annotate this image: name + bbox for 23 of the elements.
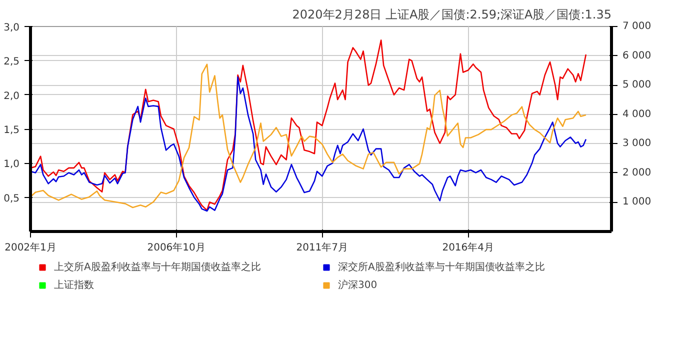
x-tick-label: 2011年7月: [296, 242, 348, 254]
y2-tick-label: 3 000: [622, 138, 652, 150]
x-tick-label: 2016年4月: [442, 242, 494, 254]
y-tick-label: 1,0: [4, 159, 20, 170]
y-tick-label: 1,5: [4, 125, 20, 136]
y-tick-label: 3,0: [4, 22, 20, 34]
y-tick-label: 0,5: [4, 193, 20, 204]
x-tick-label: 2002年1月: [4, 242, 56, 254]
y-tick-label: 2,0: [4, 90, 20, 102]
legend-label: 上证指数: [54, 278, 95, 292]
y2-tick-label: 2 000: [622, 167, 652, 178]
legend-label: 深交所A股盈利收益率与十年期国债收益率之比: [338, 260, 546, 274]
y2-tick-label: 7 000: [622, 21, 652, 32]
line-series: [30, 40, 587, 211]
legend-label: 沪深300: [338, 278, 378, 292]
y2-tick-label: 6 000: [622, 50, 652, 62]
y2-tick-label: 4 000: [622, 108, 652, 120]
legend-label: 上交所A股盈利收益率与十年期国债收益率之比: [54, 260, 262, 274]
x-tick-label: 2006年10月: [147, 242, 206, 254]
y2-tick-label: 1 000: [622, 196, 652, 208]
y2-tick-label: 5 000: [622, 80, 652, 91]
y-tick-label: 2,5: [4, 56, 20, 68]
chart-title: 2020年2月28日 上证A股／国债:2.59;深证A股／国债:1.35: [292, 8, 612, 22]
